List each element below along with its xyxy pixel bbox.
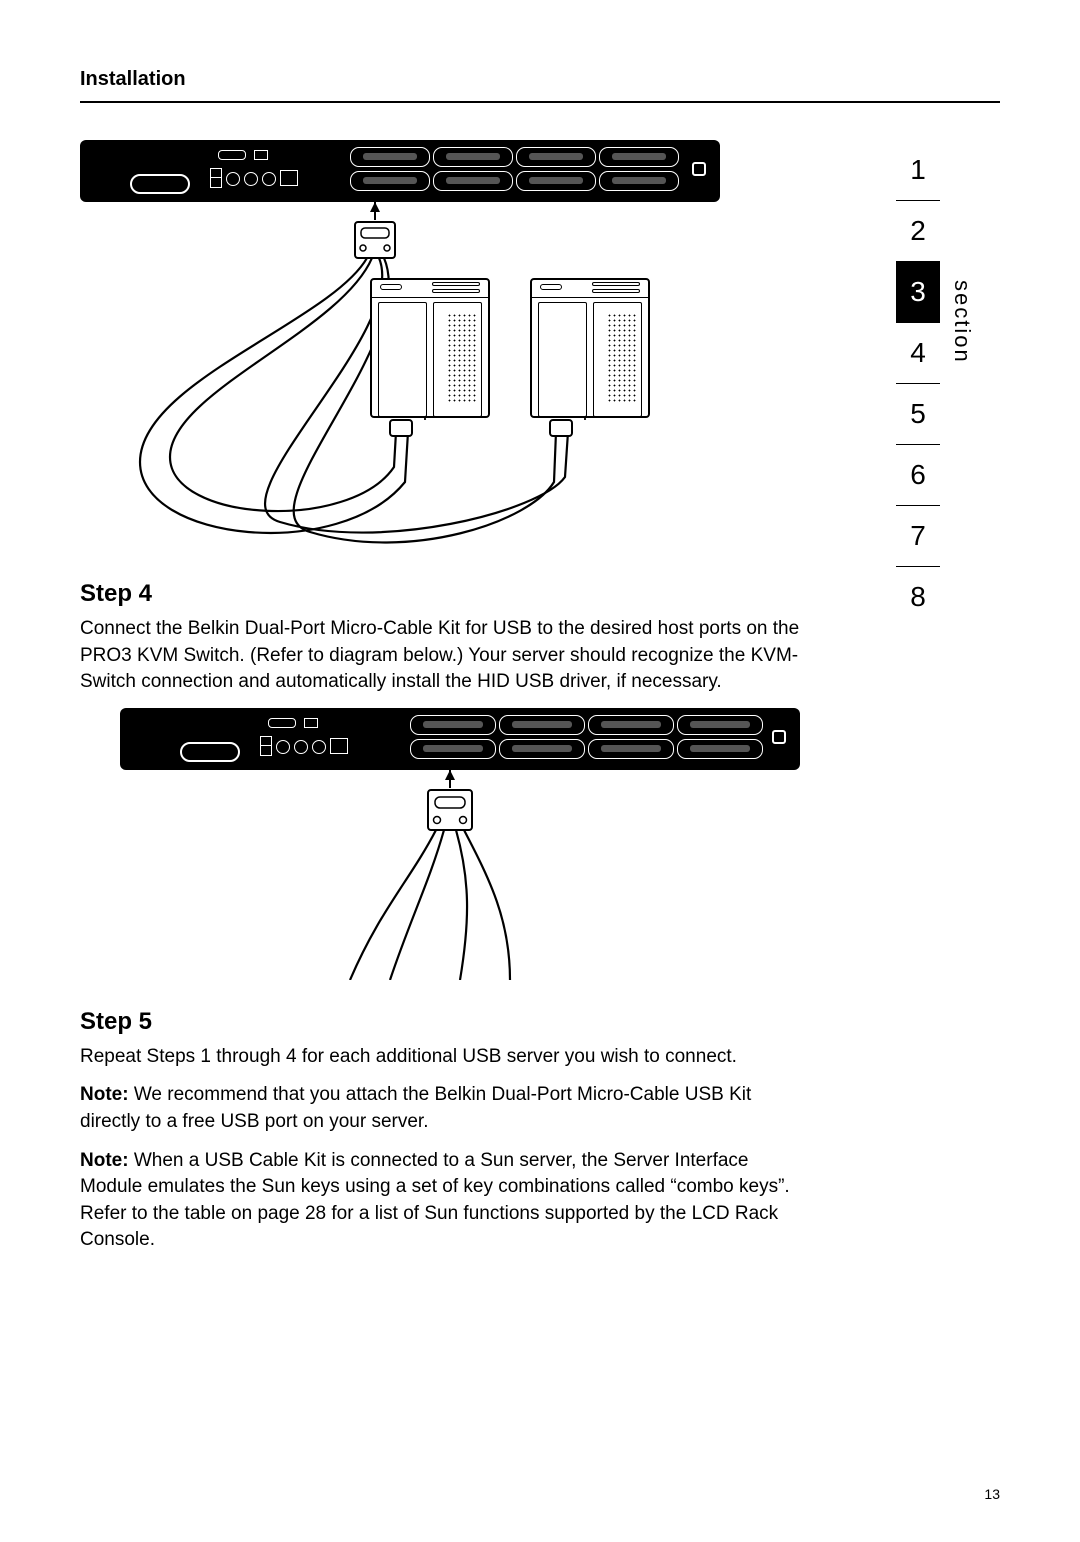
- host-port-icon: [588, 715, 674, 735]
- step5-note1: Note: We recommend that you attach the B…: [80, 1082, 800, 1135]
- header-title: Installation: [80, 68, 1000, 91]
- console-port-cluster: [210, 150, 330, 194]
- host-port-icon: [350, 147, 430, 167]
- section-nav: 1 2 3 4 5 6 7 8: [896, 140, 940, 627]
- step5-body: Repeat Steps 1 through 4 for each additi…: [80, 1044, 800, 1071]
- host-port-icon: [433, 147, 513, 167]
- host-port-icon: [599, 171, 679, 191]
- host-port-icon: [410, 739, 496, 759]
- server-towers: [370, 278, 650, 418]
- diagram-kvm-connector: [80, 708, 800, 988]
- step5-note2: Note: When a USB Cable Kit is connected …: [80, 1148, 800, 1254]
- power-jack-icon: [772, 730, 786, 744]
- host-port-icon: [588, 739, 674, 759]
- host-ports-grid: [350, 147, 679, 191]
- step4-body: Connect the Belkin Dual-Port Micro-Cable…: [80, 616, 800, 696]
- host-port-icon: [433, 171, 513, 191]
- section-tab-7[interactable]: 7: [896, 506, 940, 567]
- step4-heading: Step 4: [80, 580, 800, 608]
- host-port-icon: [350, 171, 430, 191]
- section-tab-3[interactable]: 3: [896, 262, 940, 323]
- diagram-kvm-to-servers: [80, 140, 800, 560]
- host-port-icon: [410, 715, 496, 735]
- kvm-switch-rear: [120, 708, 800, 770]
- console-port-cluster: [260, 718, 380, 762]
- section-tab-4[interactable]: 4: [896, 323, 940, 384]
- db25-port-icon: [180, 742, 240, 762]
- section-label: section: [949, 280, 975, 364]
- kvm-switch-rear: [80, 140, 720, 202]
- host-port-icon: [499, 715, 585, 735]
- note-text: When a USB Cable Kit is connected to a S…: [80, 1150, 790, 1251]
- host-port-icon: [499, 739, 585, 759]
- host-ports-grid: [410, 715, 763, 759]
- note-label: Note:: [80, 1150, 129, 1171]
- section-tab-6[interactable]: 6: [896, 445, 940, 506]
- section-tab-5[interactable]: 5: [896, 384, 940, 445]
- cable-diagram-icon: [80, 770, 800, 980]
- main-content: Step 4 Connect the Belkin Dual-Port Micr…: [80, 140, 800, 1266]
- step5-heading: Step 5: [80, 1008, 800, 1036]
- server-tower-icon: [530, 278, 650, 418]
- section-tab-1[interactable]: 1: [896, 140, 940, 201]
- section-tab-2[interactable]: 2: [896, 201, 940, 262]
- server-tower-icon: [370, 278, 490, 418]
- note-text: We recommend that you attach the Belkin …: [80, 1084, 751, 1132]
- db25-port-icon: [130, 174, 190, 194]
- host-port-icon: [516, 171, 596, 191]
- note-label: Note:: [80, 1084, 129, 1105]
- page-header: Installation: [80, 68, 1000, 103]
- host-port-icon: [677, 739, 763, 759]
- power-jack-icon: [692, 162, 706, 176]
- host-port-icon: [677, 715, 763, 735]
- host-port-icon: [599, 147, 679, 167]
- page-number: 13: [984, 1486, 1000, 1502]
- section-tab-8[interactable]: 8: [896, 567, 940, 627]
- host-port-icon: [516, 147, 596, 167]
